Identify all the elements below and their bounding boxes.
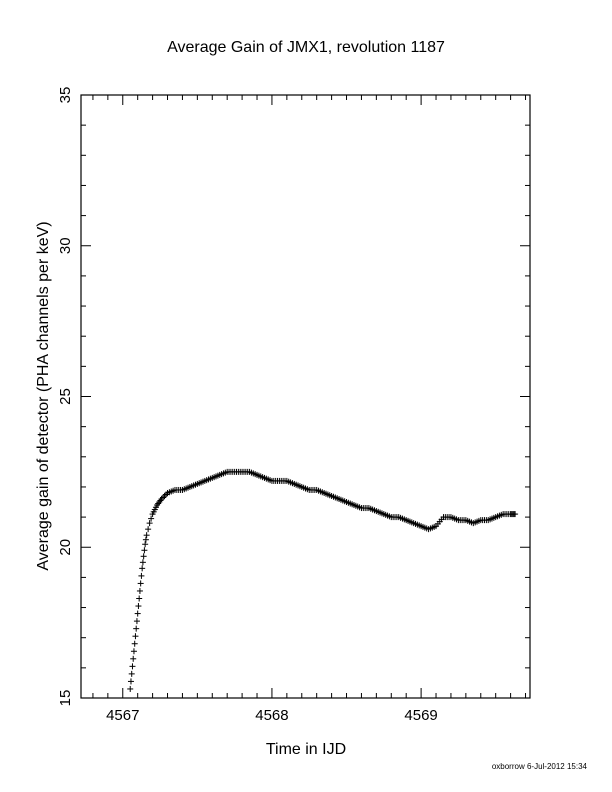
data-point bbox=[161, 492, 168, 499]
x-axis-label: Time in IJD bbox=[266, 741, 346, 758]
data-points bbox=[127, 468, 519, 692]
data-point bbox=[148, 515, 155, 522]
axis-ticks bbox=[81, 94, 530, 699]
data-point bbox=[133, 625, 140, 632]
chart-title: Average Gain of JMX1, revolution 1187 bbox=[167, 39, 445, 56]
data-point bbox=[127, 685, 134, 692]
data-point bbox=[139, 559, 146, 566]
data-point bbox=[138, 572, 145, 579]
data-point bbox=[134, 610, 141, 617]
data-point bbox=[142, 536, 149, 543]
data-point bbox=[512, 511, 519, 518]
y-tick-label: 35 bbox=[57, 87, 74, 104]
data-point bbox=[137, 580, 144, 587]
data-point bbox=[132, 633, 139, 640]
data-point bbox=[160, 494, 167, 501]
x-tick-label: 4569 bbox=[404, 707, 437, 724]
axis-tick-labels: 4567 4568 4569 15 20 25 30 35 bbox=[57, 87, 438, 724]
data-point bbox=[133, 618, 140, 625]
data-point bbox=[135, 603, 142, 610]
data-point bbox=[130, 655, 137, 662]
data-point bbox=[130, 648, 137, 655]
y-axis-label: Average gain of detector (PHA channels p… bbox=[35, 221, 52, 570]
data-point bbox=[141, 547, 148, 554]
data-point bbox=[139, 565, 146, 572]
footer-credit: oxborrow 6-Jul-2012 15:34 bbox=[492, 762, 588, 771]
data-point bbox=[128, 670, 135, 677]
data-point bbox=[142, 541, 149, 548]
x-tick-label: 4567 bbox=[106, 707, 139, 724]
data-point bbox=[136, 587, 143, 594]
y-tick-label: 20 bbox=[57, 539, 74, 556]
y-tick-label: 25 bbox=[57, 388, 74, 405]
x-tick-label: 4568 bbox=[255, 707, 288, 724]
data-point bbox=[146, 520, 153, 527]
y-tick-label: 15 bbox=[57, 690, 74, 707]
y-tick-label: 30 bbox=[57, 237, 74, 254]
data-point bbox=[127, 678, 134, 685]
data-point bbox=[140, 553, 147, 560]
data-point bbox=[136, 595, 143, 602]
data-point bbox=[143, 532, 150, 539]
data-point bbox=[145, 526, 152, 533]
plot-frame bbox=[80, 94, 531, 699]
data-point bbox=[129, 663, 136, 670]
data-point bbox=[131, 640, 138, 647]
